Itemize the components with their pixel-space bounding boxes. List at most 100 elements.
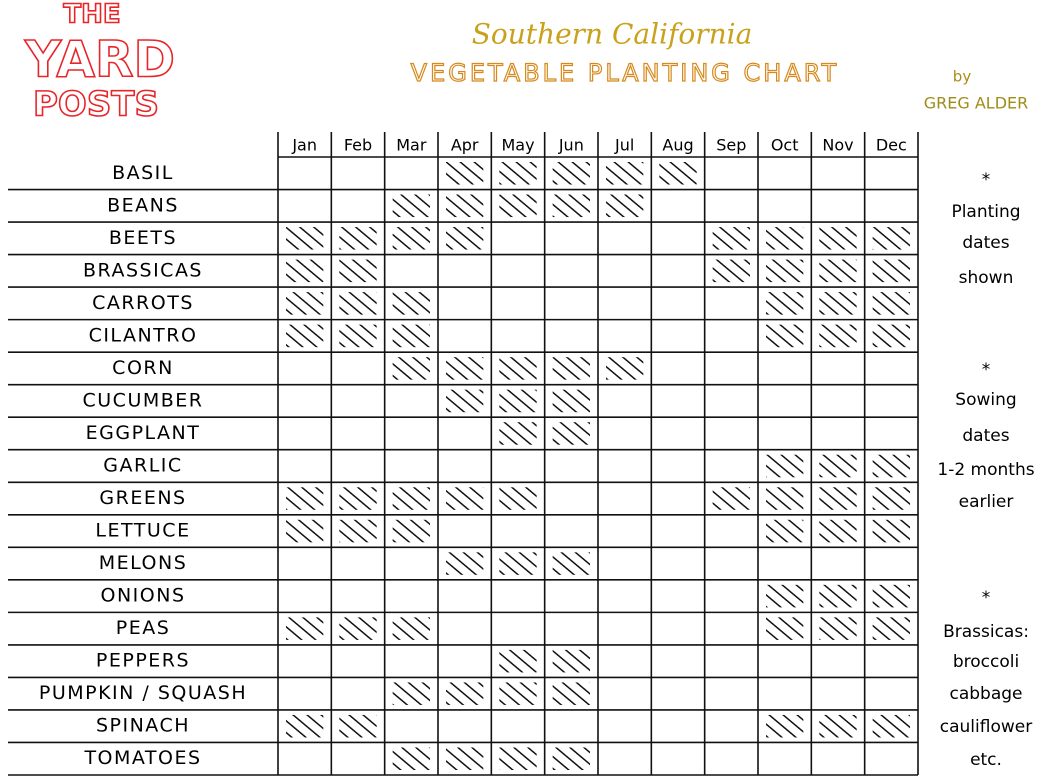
planting-hatch — [552, 422, 590, 445]
planting-hatch — [392, 519, 430, 543]
planting-hatch — [286, 227, 324, 250]
planting-hatch — [552, 649, 590, 673]
planting-hatch — [872, 259, 910, 283]
planting-hatch — [872, 617, 910, 640]
month-label: Jun — [558, 136, 584, 155]
row-label: EGGPLANT — [86, 422, 201, 444]
month-label: Feb — [344, 136, 372, 155]
planting-hatch — [819, 454, 857, 478]
planting-hatch — [552, 552, 590, 575]
month-label: Jul — [614, 136, 634, 155]
planting-hatch — [552, 162, 590, 185]
planting-hatch — [819, 487, 857, 510]
planting-hatch — [446, 682, 484, 705]
planting-hatch — [766, 259, 804, 283]
row-label: BEETS — [109, 227, 177, 249]
planting-hatch — [819, 519, 857, 543]
planting-hatch — [499, 487, 537, 510]
note-star: * — [982, 360, 991, 380]
planting-hatch — [819, 617, 857, 640]
row-label: SPINACH — [96, 715, 190, 737]
row-label: CILANTRO — [89, 324, 198, 346]
note-text: Planting — [951, 202, 1020, 222]
row-label: PUMPKIN / SQUASH — [39, 682, 247, 704]
month-label: Oct — [771, 136, 799, 155]
planting-hatch — [446, 389, 484, 413]
planting-hatch — [392, 487, 430, 510]
planting-hatch — [819, 292, 857, 315]
note-text: cabbage — [949, 684, 1022, 704]
month-label: Jan — [291, 136, 317, 155]
note-text: dates — [962, 426, 1009, 446]
planting-hatch — [392, 357, 430, 380]
planting-hatch — [339, 519, 377, 543]
row-label: GARLIC — [103, 455, 182, 477]
planting-hatch — [872, 519, 910, 543]
planting-hatch — [552, 194, 590, 218]
row-label: GREENS — [99, 487, 186, 509]
planting-hatch — [499, 747, 537, 770]
planting-hatch — [446, 227, 484, 250]
planting-hatch — [872, 227, 910, 250]
row-label: CORN — [112, 357, 174, 379]
note-text: shown — [959, 268, 1014, 288]
by-text: by — [953, 68, 972, 86]
planting-hatch — [499, 194, 537, 218]
planting-hatch — [712, 227, 750, 250]
planting-hatch — [766, 324, 804, 348]
planting-hatch — [499, 552, 537, 575]
planting-hatch — [286, 519, 324, 543]
planting-hatch — [339, 324, 377, 348]
note-text: cauliflower — [940, 717, 1032, 737]
planting-hatch — [872, 324, 910, 348]
note-text: etc. — [970, 750, 1002, 770]
planting-hatch — [552, 682, 590, 705]
planting-hatch — [819, 324, 857, 348]
planting-hatch — [446, 162, 484, 185]
planting-hatch — [872, 454, 910, 478]
author: GREG ALDER — [924, 94, 1029, 113]
planting-hatch — [499, 422, 537, 445]
planting-hatch — [819, 584, 857, 608]
planting-hatch — [446, 487, 484, 510]
planting-hatch — [339, 487, 377, 510]
planting-hatch — [766, 487, 804, 510]
planting-hatch — [766, 714, 804, 738]
row-label: ONIONS — [101, 585, 186, 607]
month-label: Apr — [451, 136, 479, 155]
planting-hatch — [872, 714, 910, 738]
logo: THE YARD POSTS — [23, 0, 176, 125]
region-title: Southern California — [472, 18, 753, 51]
planting-hatch — [339, 292, 377, 315]
planting-hatch — [606, 162, 644, 185]
note-text: Brassicas: — [943, 622, 1029, 642]
note-text: Sowing — [955, 390, 1016, 410]
planting-hatch — [659, 162, 697, 185]
planting-hatch — [819, 714, 857, 738]
row-label: CARROTS — [92, 292, 194, 314]
planting-hatch — [499, 162, 537, 185]
planting-hatch — [872, 584, 910, 608]
planting-hatch — [872, 487, 910, 510]
planting-hatch — [552, 747, 590, 770]
row-label: BRASSICAS — [83, 259, 203, 281]
note-text: dates — [962, 233, 1009, 253]
planting-hatch — [392, 227, 430, 250]
planting-hatch — [339, 714, 377, 738]
planting-hatch — [286, 714, 324, 738]
planting-hatch — [712, 487, 750, 510]
planting-hatch — [872, 292, 910, 315]
row-label: MELONS — [99, 552, 188, 574]
month-label: Dec — [876, 136, 907, 155]
logo-text: POSTS — [33, 85, 159, 125]
planting-hatch — [339, 617, 377, 640]
main-title: VEGETABLE PLANTING CHART — [411, 59, 840, 87]
planting-hatch — [766, 227, 804, 250]
note-text: 1-2 months — [937, 460, 1034, 480]
note-text: earlier — [959, 492, 1014, 512]
planting-hatch — [392, 292, 430, 315]
month-label: Mar — [396, 136, 427, 155]
note-star: * — [982, 170, 991, 190]
note-text: broccoli — [953, 652, 1019, 672]
